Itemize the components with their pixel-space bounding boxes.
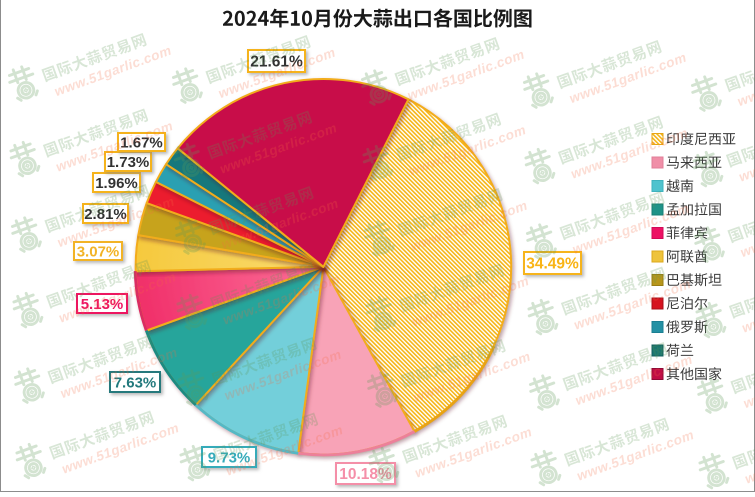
svg-text:34.49%: 34.49%: [526, 256, 579, 273]
svg-text:3.07%: 3.07%: [77, 243, 120, 260]
svg-text:1.96%: 1.96%: [95, 175, 138, 192]
svg-text:1.73%: 1.73%: [107, 154, 150, 171]
